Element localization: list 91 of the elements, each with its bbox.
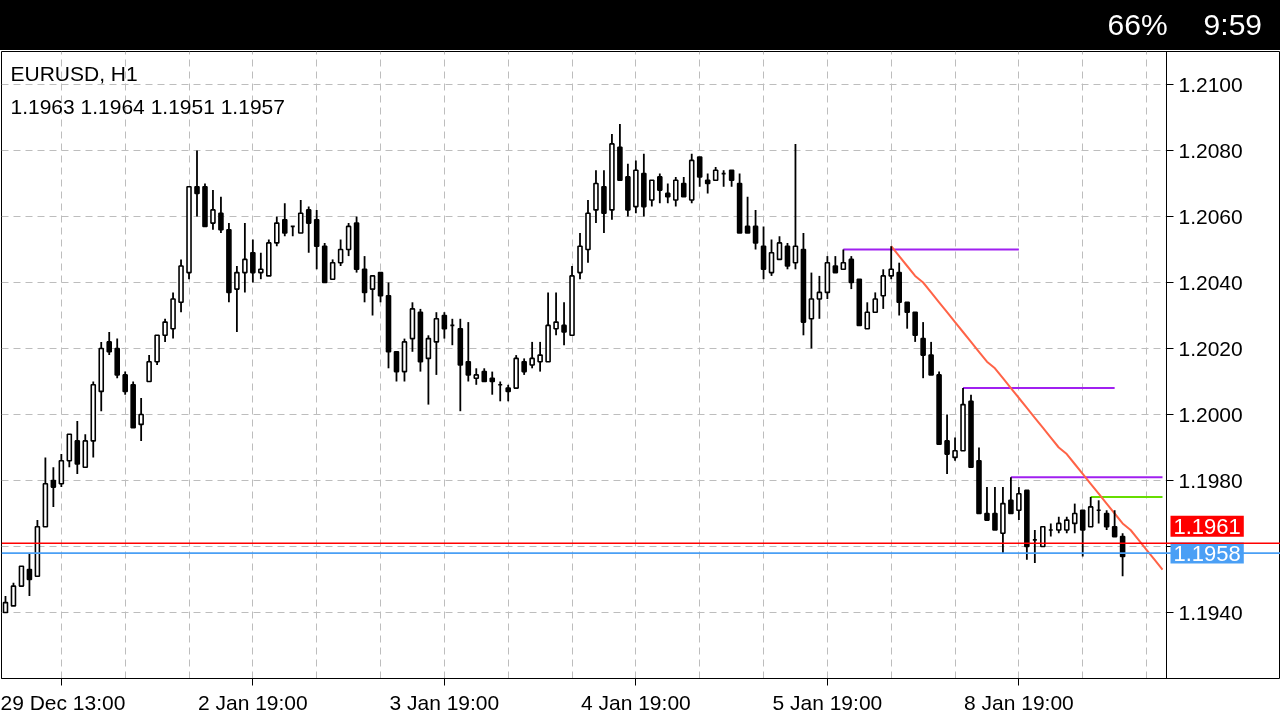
x-tick-label: 2 Jan 19:00 (197, 690, 308, 714)
candlestick (792, 143, 799, 271)
x-tick-label: 8 Jan 19:00 (964, 690, 1074, 714)
candlestick (553, 291, 559, 337)
candlestick (433, 311, 440, 376)
candlestick (18, 565, 25, 587)
candlestick (146, 354, 152, 383)
y-tick-label: 1.2040 (1178, 270, 1243, 294)
candlestick (920, 321, 926, 380)
candlestick (162, 317, 168, 343)
candlestick (138, 397, 144, 442)
candlestick (210, 189, 216, 231)
candlestick (864, 301, 871, 330)
candlestick (281, 202, 288, 238)
ref-line-label: 1.1961 (1173, 513, 1241, 539)
candlestick (912, 311, 918, 343)
candlestick (369, 275, 376, 317)
candlestick (680, 176, 687, 198)
y-tick-label: 1.2020 (1178, 336, 1243, 360)
candlestick (74, 420, 81, 475)
candlestick (888, 245, 894, 281)
candlestick (1008, 476, 1014, 515)
y-tick-label: 1.2060 (1178, 204, 1243, 228)
candlestick (880, 268, 887, 310)
ref-line-label: 1.1958 (1173, 540, 1241, 566)
candlestick (816, 275, 823, 320)
candlestick (704, 172, 711, 195)
x-tick-label: 29 Dec 13:00 (0, 690, 126, 714)
candlestick (194, 149, 200, 218)
candlestick (258, 251, 264, 281)
candlestick (329, 258, 336, 281)
candlestick (250, 238, 256, 284)
candlestick (234, 265, 240, 333)
candlestick (297, 199, 304, 234)
x-tick-label: 3 Jan 19:00 (389, 690, 500, 714)
candlestick (808, 271, 815, 350)
candlestick (561, 301, 567, 347)
text: 1.1963 1.1964 1.1951 1.1957 (10, 95, 285, 119)
candlestick (904, 301, 910, 330)
candlestick (489, 370, 496, 396)
y-tick-label: 1.1940 (1178, 600, 1243, 624)
candlestick (952, 436, 958, 462)
candlestick (1071, 502, 1078, 535)
candlestick (784, 242, 791, 271)
candlestick (840, 248, 847, 271)
line-series (890, 245, 1164, 571)
candlestick (465, 321, 472, 383)
candlestick (1079, 509, 1086, 558)
candlestick (872, 291, 879, 314)
y-tick-label: 1.1980 (1178, 468, 1243, 492)
candlestick (664, 182, 671, 205)
candlestick (744, 195, 751, 234)
candlestick (1103, 509, 1110, 531)
candlestick (529, 341, 535, 370)
candlestick (106, 331, 113, 356)
candlestick (776, 235, 783, 261)
candlestick (928, 341, 934, 376)
y-tick-label: 1.2080 (1178, 138, 1243, 162)
candlestick (696, 156, 703, 188)
candlestick (992, 486, 998, 531)
candlestick (649, 179, 655, 208)
candlestick (377, 271, 384, 304)
candlestick (760, 225, 767, 281)
candlestick (393, 350, 400, 383)
candlestick (672, 176, 679, 208)
candlestick (50, 466, 57, 508)
candlestick (274, 215, 280, 248)
candlestick (657, 172, 663, 205)
candlestick (58, 453, 65, 488)
x-tick-label: 4 Jan 19:00 (580, 690, 691, 714)
candlestick (441, 311, 448, 340)
candlestick (218, 195, 224, 234)
text: 9:59 (1203, 7, 1262, 41)
text: EURUSD, H1 (10, 62, 138, 86)
candlestick (242, 222, 248, 294)
candlestick (425, 334, 432, 406)
candlestick (1087, 496, 1094, 528)
candlestick (10, 581, 17, 607)
candlestick (337, 238, 344, 267)
candlestick (984, 486, 990, 521)
candlestick (752, 209, 759, 251)
x-tick-label: 5 Jan 19:00 (772, 690, 883, 714)
candlestick (768, 238, 775, 277)
candlestick (305, 205, 312, 254)
candlestick (1016, 486, 1022, 521)
candlestick (944, 413, 950, 475)
candlestick (537, 341, 543, 373)
candlestick (122, 370, 128, 396)
text: 66% (1107, 7, 1168, 41)
y-tick-label: 1.2000 (1178, 402, 1243, 426)
y-tick-label: 1.2100 (1178, 72, 1243, 96)
